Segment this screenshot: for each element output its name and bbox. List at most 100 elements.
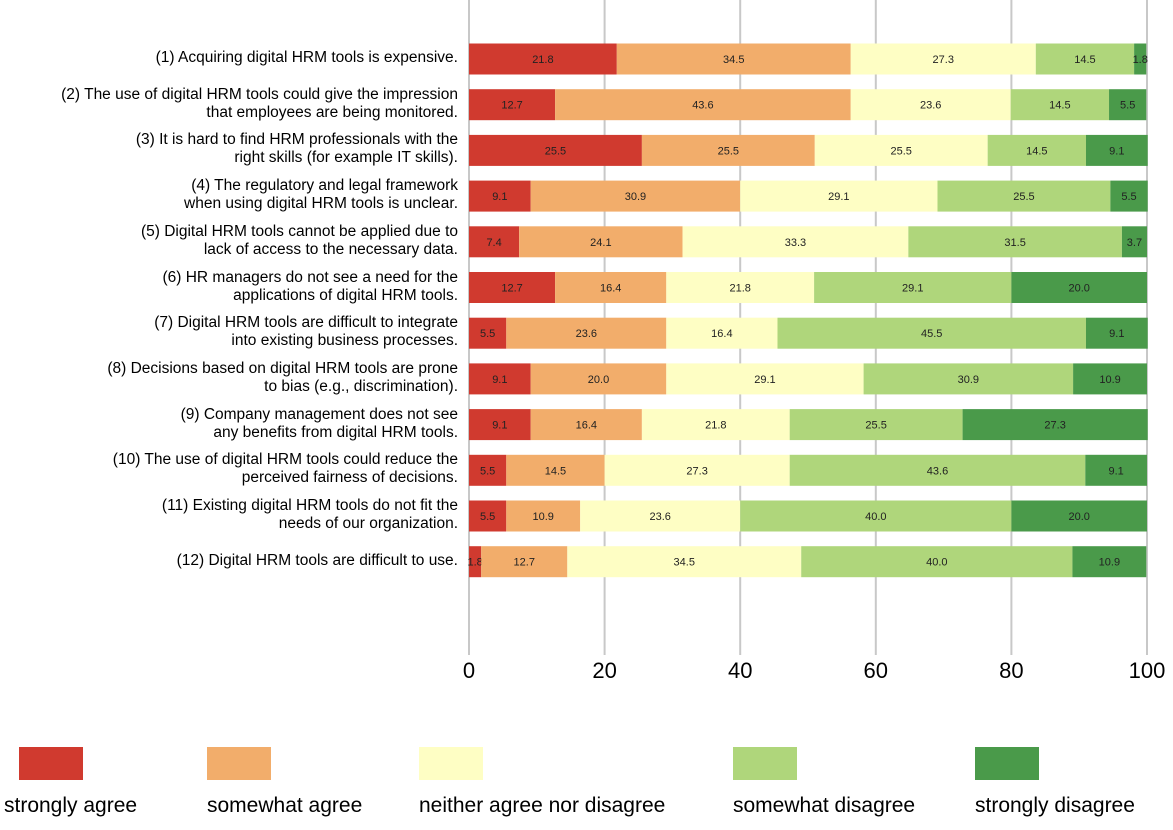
bar-segment (740, 500, 1012, 532)
category-label: (6) HR managers do not see a need for th… (162, 268, 458, 304)
legend-label: somewhat agree (207, 794, 363, 817)
bar-segment (469, 272, 556, 303)
data-label: 23.6 (920, 100, 941, 112)
data-label: 16.4 (576, 420, 597, 432)
data-label: 9.1 (1109, 328, 1124, 340)
legend-label: neither agree nor disagree (419, 794, 666, 817)
bar-segment (682, 226, 909, 258)
data-label: 5.5 (1121, 191, 1136, 203)
data-label: 20.0 (1068, 283, 1089, 295)
data-label: 10.9 (533, 511, 554, 523)
bar-segment (789, 409, 963, 441)
bar-segment (850, 89, 1011, 121)
data-label: 9.1 (1109, 465, 1124, 477)
bar-segment (740, 180, 938, 212)
bar-segment (666, 363, 864, 395)
bar-segment (530, 409, 642, 441)
data-label: 30.9 (625, 191, 646, 203)
bar-segment (469, 134, 642, 166)
category-label: (1) Acquiring digital HRM tools is expen… (155, 49, 458, 66)
bar-segment (777, 317, 1086, 349)
data-label: 9.1 (1109, 145, 1124, 157)
bar-segment (469, 363, 531, 395)
category-label: (10) The use of digital HRM tools could … (112, 451, 458, 487)
category-label: (11) Existing digital HRM tools do not f… (161, 497, 458, 532)
data-label: 12.7 (501, 283, 522, 295)
bar-segment (908, 226, 1122, 258)
data-label: 1.8 (1133, 54, 1148, 66)
legend-swatch (419, 747, 483, 780)
bar-segment (814, 134, 988, 166)
data-label: 33.3 (785, 237, 806, 249)
category-label: (3) It is hard to find HRM professionals… (135, 131, 458, 167)
bar-segment (641, 409, 790, 441)
data-label: 29.1 (754, 374, 775, 386)
data-label: 29.1 (902, 283, 923, 295)
bar-segment (567, 546, 802, 578)
bar-segment (789, 454, 1086, 486)
bar-segment (1035, 43, 1135, 75)
bar-segment (641, 134, 815, 166)
data-label: 27.3 (686, 465, 707, 477)
category-label: (7) Digital HRM tools are difficult to i… (154, 314, 458, 350)
bar-segment (1011, 272, 1147, 303)
data-label: 7.4 (486, 237, 501, 249)
data-label: 3.7 (1127, 237, 1142, 249)
category-label: (4) The regulatory and legal framework w… (184, 177, 458, 213)
bar-segment (850, 43, 1036, 75)
data-label: 9.1 (492, 374, 507, 386)
category-label: (8) Decisions based on digital HRM tools… (107, 359, 458, 395)
category-label: (2) The use of digital HRM tools could g… (61, 85, 458, 121)
data-label: 20.0 (1068, 511, 1089, 523)
data-label: 12.7 (501, 100, 522, 112)
legend-label: strongly agree (4, 794, 138, 817)
data-label: 5.5 (480, 465, 495, 477)
bar-segment (555, 89, 851, 121)
legend-swatch (975, 747, 1039, 780)
bar-segment (1121, 226, 1147, 258)
bar-segment (506, 317, 667, 349)
bar-segment (530, 180, 741, 212)
bar-segment (506, 500, 581, 532)
x-tick-label: 40 (728, 658, 752, 683)
data-label: 40.0 (865, 511, 886, 523)
bar-segment (666, 272, 815, 303)
bar-segment (469, 454, 507, 486)
x-tick-label: 20 (592, 658, 616, 683)
bar-segment (555, 272, 667, 303)
bar-segment (987, 134, 1086, 166)
category-label: (12) Digital HRM tools are difficult to … (176, 551, 458, 569)
legend-label: strongly disagree (975, 794, 1135, 817)
data-label: 1.8 (467, 557, 482, 569)
data-label: 14.5 (545, 465, 566, 477)
legend-swatch (19, 747, 83, 780)
data-label: 23.6 (576, 328, 597, 340)
category-label: (5) Digital HRM tools cannot be applied … (140, 222, 458, 258)
data-label: 25.5 (718, 145, 739, 157)
data-label: 14.5 (1074, 54, 1095, 66)
bar-segment (616, 43, 851, 75)
data-label: 25.5 (545, 145, 566, 157)
bar-segment (1085, 134, 1148, 166)
data-label: 9.1 (492, 191, 507, 203)
data-label: 43.6 (927, 465, 948, 477)
data-label: 10.9 (1099, 557, 1120, 569)
data-label: 27.3 (1044, 420, 1065, 432)
bar-segment (1085, 317, 1148, 349)
data-label: 29.1 (828, 191, 849, 203)
bar-segment (814, 272, 1012, 303)
bar-segment (666, 317, 778, 349)
bar-segment (469, 317, 507, 349)
data-label: 24.1 (590, 237, 611, 249)
bar-segment (469, 546, 482, 578)
data-label: 21.8 (705, 420, 726, 432)
legend-label: somewhat disagree (733, 794, 916, 817)
data-label: 21.8 (729, 283, 750, 295)
data-label: 5.5 (1120, 100, 1135, 112)
bar-segment (506, 454, 605, 486)
bar-segment (863, 363, 1074, 395)
x-tick-label: 0 (463, 658, 475, 683)
data-label: 45.5 (921, 328, 942, 340)
data-label: 14.5 (1026, 145, 1047, 157)
x-tick-label: 60 (864, 658, 888, 683)
